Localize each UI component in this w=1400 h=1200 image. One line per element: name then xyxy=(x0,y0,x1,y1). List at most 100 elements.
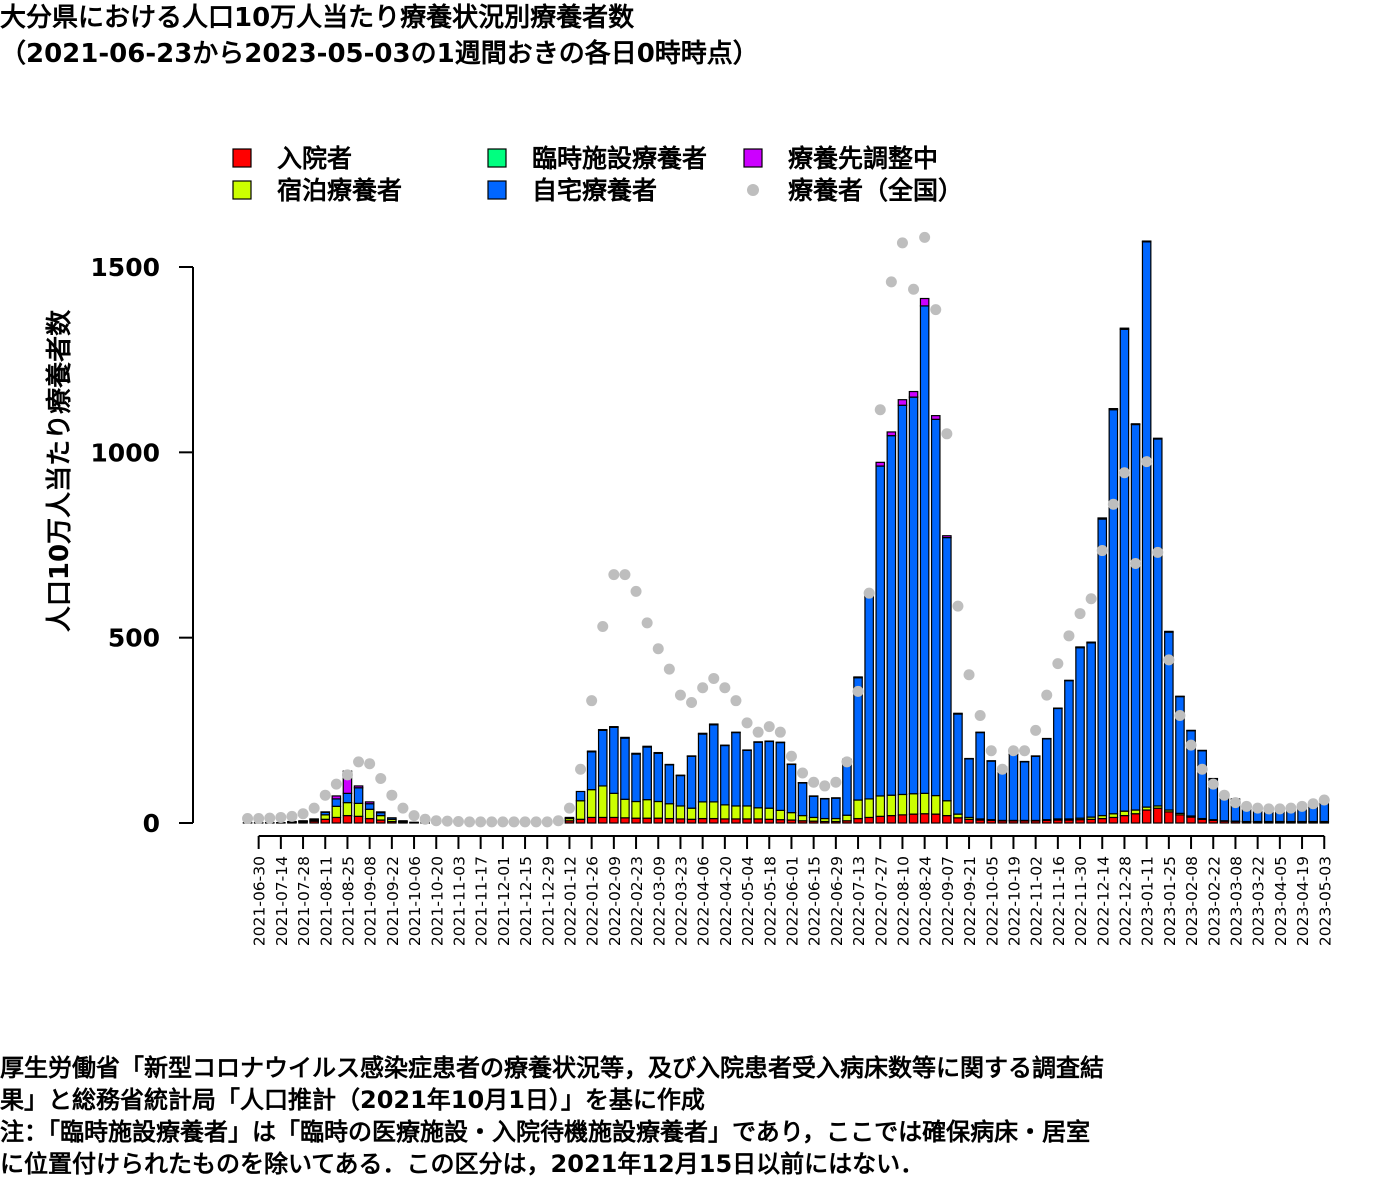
bar-segment-hospitalized xyxy=(1175,814,1185,824)
x-tick-label: 2023-01-11 xyxy=(1139,856,1157,946)
bar-segment-adjusting xyxy=(364,801,375,805)
bar-segment-lodging xyxy=(886,794,897,817)
bar-segment-lodging xyxy=(686,807,697,820)
national-point xyxy=(1207,778,1219,790)
legend-swatch-national xyxy=(747,184,759,196)
x-tick-label: 2021-12-01 xyxy=(495,856,513,946)
national-point xyxy=(1241,800,1253,812)
national-point xyxy=(475,816,487,828)
x-tick-label: 2021-10-06 xyxy=(406,856,424,946)
bar-segment-lodging xyxy=(875,795,886,817)
bar-segment-adjusting xyxy=(1108,407,1119,411)
bar-segment-home xyxy=(387,817,397,820)
x-tick-label: 2021-08-11 xyxy=(317,856,335,946)
source-note-line1: 厚生労働省「新型コロナウイルス感染症患者の療養状況等，及び入院患者受入病床数等に… xyxy=(0,1054,1104,1082)
bar-segment-hospitalized xyxy=(708,817,719,824)
national-point xyxy=(1296,800,1308,812)
bar-segment-hospitalized xyxy=(1141,809,1152,824)
bar-segment-home xyxy=(864,596,874,800)
bar-segment-home xyxy=(786,763,797,814)
national-point xyxy=(408,810,420,822)
national-point xyxy=(563,802,575,814)
bar-segment-adjusting xyxy=(886,431,897,437)
bar-segment-home xyxy=(1152,438,1163,807)
national-point xyxy=(1007,745,1019,757)
legend-label-hospitalized: 入院者 xyxy=(277,144,352,173)
bar-segment-hospitalized xyxy=(1164,811,1174,824)
national-point xyxy=(686,697,698,709)
x-tick-label: 2022-11-16 xyxy=(1050,856,1068,946)
x-tick-label: 2022-02-23 xyxy=(628,856,646,946)
title-block: 大分県における人口10万人当たり療養状況別療養者数 （2021-06-23から2… xyxy=(0,0,1400,72)
x-tick-label: 2022-02-09 xyxy=(606,856,624,946)
national-point xyxy=(297,808,309,820)
bar-segment-hospitalized xyxy=(1152,807,1163,824)
bar-segment-adjusting xyxy=(1152,437,1163,440)
x-tick-label: 2022-07-13 xyxy=(850,856,868,946)
x-tick-label: 2023-02-22 xyxy=(1205,856,1223,946)
national-point xyxy=(286,810,298,822)
source-note-line2: 果」と総務省統計局「人口推計（2021年10月1日）」を基に作成 xyxy=(0,1086,705,1114)
bar-segment-home xyxy=(908,396,919,795)
bar-segment-lodging xyxy=(631,800,641,819)
national-point xyxy=(464,816,476,828)
national-point xyxy=(774,726,786,738)
bar-segment-hospitalized xyxy=(1130,813,1141,824)
national-point xyxy=(719,682,731,694)
bar-segment-home xyxy=(564,816,575,820)
x-tick-label: 2023-02-08 xyxy=(1183,856,1201,946)
bar-segment-home xyxy=(653,752,664,803)
bar-segment-adjusting xyxy=(642,745,652,748)
national-point xyxy=(652,643,664,655)
national-point xyxy=(1141,456,1153,468)
bar-segment-hospitalized xyxy=(597,816,608,824)
bar-segment-adjusting xyxy=(653,751,664,754)
x-tick-label: 2021-12-15 xyxy=(517,856,535,946)
national-point xyxy=(397,802,409,814)
bar-segment-adjusting xyxy=(930,415,941,420)
bar-segment-hospitalized xyxy=(919,813,930,824)
bar-segment-home xyxy=(1119,328,1130,812)
bar-segment-adjusting xyxy=(1119,327,1130,330)
y-tick-label: 1500 xyxy=(90,253,160,282)
legend-label-national: 療養者（全国） xyxy=(788,176,963,205)
x-tick-label: 2023-04-19 xyxy=(1294,856,1312,946)
bar-segment-adjusting xyxy=(853,676,863,679)
bar-segment-adjusting xyxy=(953,712,963,715)
bar-segment-lodging xyxy=(919,792,930,815)
bar-segment-home xyxy=(986,760,997,821)
national-point xyxy=(630,585,642,597)
national-point xyxy=(608,569,620,581)
national-point xyxy=(1130,558,1142,570)
bar-segment-home xyxy=(808,795,819,819)
legend-label-lodging: 宿泊療養者 xyxy=(277,176,402,205)
national-point xyxy=(1074,608,1086,620)
bar-segment-adjusting xyxy=(1164,630,1174,633)
national-point xyxy=(242,813,254,825)
x-tick-label: 2023-04-05 xyxy=(1272,856,1290,946)
bar-segment-hospitalized xyxy=(953,817,963,824)
national-point xyxy=(1063,630,1075,642)
national-point xyxy=(1285,802,1297,814)
national-point xyxy=(375,773,387,785)
x-tick-label: 2022-07-27 xyxy=(872,856,890,946)
bar-segment-hospitalized xyxy=(731,818,741,824)
y-tick-label: 1000 xyxy=(90,438,160,467)
bar-segment-home xyxy=(1086,642,1096,818)
bar-segment-home xyxy=(1064,680,1074,820)
x-tick-label: 2022-01-12 xyxy=(561,856,579,946)
x-tick-label: 2022-01-26 xyxy=(584,856,602,946)
bar-segment-home xyxy=(975,731,985,820)
bar-segment-home xyxy=(753,741,763,809)
x-tick-label: 2022-04-20 xyxy=(717,856,735,946)
bar-segment-adjusting xyxy=(1141,240,1152,243)
national-point xyxy=(1252,802,1264,814)
x-tick-label: 2021-09-22 xyxy=(384,856,402,946)
national-point xyxy=(508,816,520,828)
bar-segment-home xyxy=(298,820,308,823)
bar-segment-lodging xyxy=(1119,810,1130,817)
bar-segment-home xyxy=(686,755,697,809)
bar-segment-lodging xyxy=(942,800,952,817)
national-point xyxy=(330,778,342,790)
bar-segment-home xyxy=(875,465,886,797)
